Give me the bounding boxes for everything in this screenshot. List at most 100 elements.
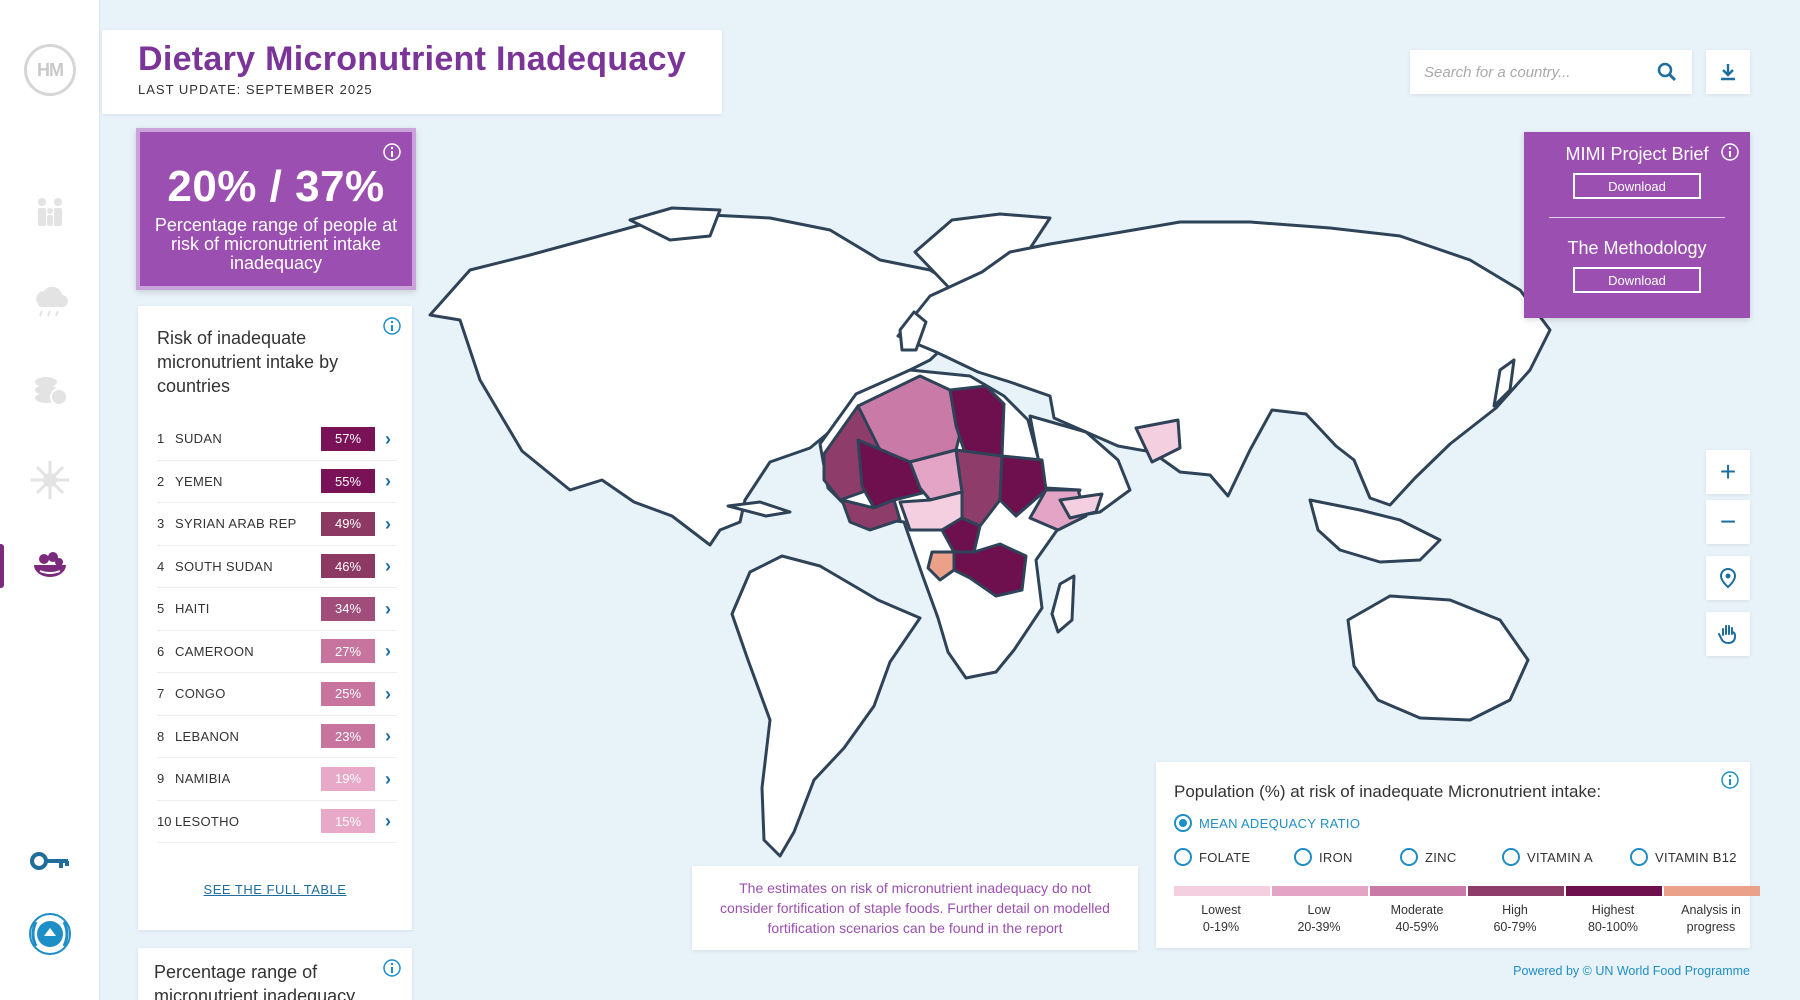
ranking-row[interactable]: 10 LESOTHO 15% › [157,801,397,843]
world-map[interactable] [410,200,1770,900]
info-icon[interactable] [1720,142,1740,162]
methodology-download-button[interactable]: Download [1573,267,1701,293]
legend-title: Population (%) at risk of inadequate Mic… [1174,782,1602,801]
info-icon[interactable] [1720,770,1740,790]
chevron-right-icon[interactable]: › [385,471,391,492]
cuba[interactable] [726,500,792,518]
nav-food-security[interactable] [0,366,100,414]
ranking-row[interactable]: 9 NAMIBIA 19% › [157,758,397,801]
radio-vitamin-a[interactable]: VITAMIN A [1502,848,1593,866]
radio-mean-adequacy-ratio[interactable]: MEAN ADEQUACY RATIO [1174,814,1360,832]
info-icon[interactable] [382,958,402,978]
header: Dietary Micronutrient Inadequacy LAST UP… [102,30,722,114]
range-card: Percentage range of micronutrient inadeq… [138,948,412,1000]
cameroon[interactable] [940,516,982,554]
chevron-right-icon[interactable]: › [385,726,391,747]
chevron-right-icon[interactable]: › [385,513,391,534]
methodology-title: The Methodology [1567,238,1707,258]
radio-label: VITAMIN A [1527,849,1594,865]
risk-value-badge: 15% [321,809,375,834]
nav-population[interactable] [0,190,100,238]
legend-swatch-label: Low 20-39% [1272,902,1366,936]
legend-swatch [1174,886,1270,896]
legend-range: 0-19% [1202,920,1240,934]
key-icon[interactable] [28,848,72,874]
pakistan[interactable] [1134,418,1182,464]
chevron-right-icon[interactable]: › [385,768,391,789]
uk[interactable] [898,310,928,352]
population-icon [38,198,62,226]
nav-nutrition[interactable] [0,542,100,590]
country-name: LESOTHO [175,813,240,829]
info-icon[interactable] [382,142,402,162]
nav-climate[interactable] [0,276,100,324]
country-name: CAMEROON [175,643,254,659]
risk-value-badge: 27% [321,639,375,664]
chevron-right-icon[interactable]: › [385,811,391,832]
radio-indicator [1294,848,1312,866]
zoom-out-button[interactable]: − [1706,500,1750,544]
search-input[interactable] [1424,60,1644,84]
legend-swatch-label: Highest 80-100% [1566,902,1660,936]
search-icon[interactable] [1656,61,1678,83]
japan[interactable] [1492,358,1516,408]
yemen[interactable] [1058,492,1104,520]
risk-value-badge: 57% [321,426,375,451]
radio-indicator [1502,848,1520,866]
ranking-row[interactable]: 8 LEBANON 23% › [157,716,397,758]
congo[interactable] [926,550,956,582]
rank-number: 4 [157,558,165,574]
ranking-row[interactable]: 2 YEMEN 55% › [157,461,397,503]
south-america[interactable] [730,554,922,858]
nav-disease[interactable] [0,456,100,504]
ranking-row[interactable]: 3 SYRIAN ARAB REP 49% › [157,503,397,546]
radio-zinc[interactable]: ZINC [1400,848,1457,866]
country-name: HAITI [175,601,210,617]
legend-range: 60-79% [1493,920,1537,934]
project-brief-title: MIMI Project Brief [1565,144,1709,164]
ranking-row[interactable]: 6 CAMEROON 27% › [157,631,397,673]
radio-vitamin-b12[interactable]: VITAMIN B12 [1630,848,1737,866]
australia[interactable] [1346,594,1530,722]
madagascar[interactable] [1050,574,1076,634]
ranking-row[interactable]: 7 CONGO 25% › [157,673,397,716]
legend-swatch [1370,886,1466,896]
radio-folate[interactable]: FOLATE [1174,848,1250,866]
country-name: YEMEN [175,473,223,489]
map-legend: Population (%) at risk of inadequate Mic… [1156,762,1760,948]
locate-button[interactable] [1706,556,1750,600]
sudan[interactable] [998,454,1048,518]
rank-number: 6 [157,643,165,659]
download-button[interactable] [1706,50,1750,94]
drc[interactable] [952,542,1028,598]
last-update: LAST UPDATE: SEPTEMBER 2025 [138,82,373,97]
legend-level: Lowest [1201,903,1241,917]
info-icon[interactable] [382,316,402,336]
risk-value-badge: 23% [321,724,375,749]
rank-number: 8 [157,728,165,744]
west-africa-coast[interactable] [840,498,902,532]
ranking-row[interactable]: 5 HAITI 34% › [157,588,397,631]
see-full-table-link[interactable]: SEE THE FULL TABLE [203,882,347,897]
zoom-in-button[interactable]: + [1706,450,1750,494]
chevron-right-icon[interactable]: › [385,598,391,619]
hunger-map-logo[interactable]: HM [24,44,76,96]
wfp-logo[interactable] [24,906,76,958]
southeast-asia-islands[interactable] [1308,498,1442,564]
arctic-islands[interactable] [628,206,722,242]
chevron-right-icon[interactable]: › [385,683,391,704]
chevron-right-icon[interactable]: › [385,556,391,577]
ranking-row[interactable]: 4 SOUTH SUDAN 46% › [157,546,397,588]
chevron-right-icon[interactable]: › [385,641,391,662]
climate-icon [36,286,68,317]
radio-label: ZINC [1425,849,1457,865]
ranking-row[interactable]: 1 SUDAN 57% › [157,418,397,461]
radio-iron[interactable]: IRON [1294,848,1353,866]
pan-button[interactable] [1706,612,1750,656]
ranking-card: Risk of inadequate micronutrient intake … [138,306,412,930]
brief-card: MIMI Project Brief Download The Methodol… [1524,132,1750,318]
project-brief-download-button[interactable]: Download [1573,173,1701,199]
country-name: NAMIBIA [175,771,231,787]
location-pin-icon [1719,567,1737,589]
chevron-right-icon[interactable]: › [385,428,391,449]
